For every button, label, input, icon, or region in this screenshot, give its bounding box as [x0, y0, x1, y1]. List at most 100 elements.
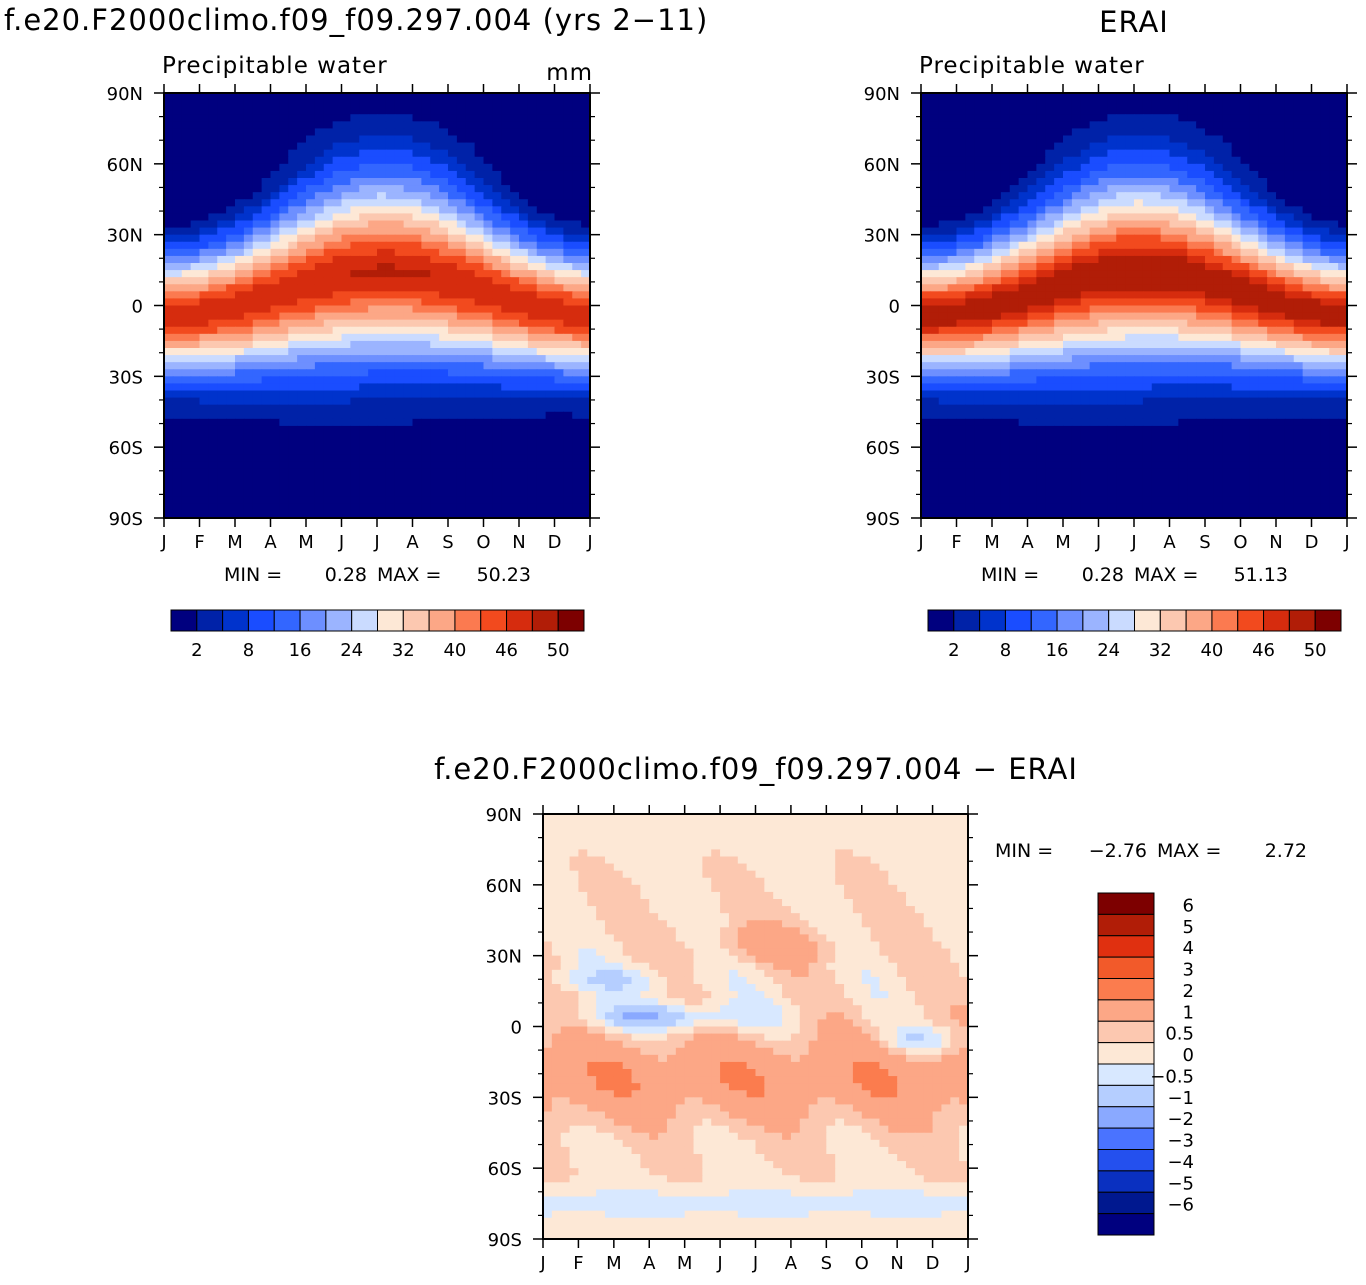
field-cell	[439, 305, 449, 314]
field-cell	[412, 390, 422, 399]
field-cell	[554, 340, 564, 349]
field-cell	[1151, 135, 1162, 144]
field-cell	[1160, 284, 1171, 292]
field-cell	[974, 319, 984, 328]
field-cell	[217, 241, 227, 250]
field-cell	[412, 163, 422, 172]
field-cell	[1009, 291, 1020, 300]
field-cell	[385, 142, 396, 151]
field-cell	[510, 206, 520, 215]
field-cell	[448, 128, 458, 137]
field-cell	[235, 255, 245, 264]
field-cell	[199, 369, 209, 377]
field-cell	[1240, 369, 1250, 377]
field-cell	[279, 440, 289, 448]
field-cell	[501, 248, 511, 257]
field-cell	[217, 482, 227, 491]
field-cell	[545, 340, 556, 349]
field-cell	[359, 475, 369, 484]
field-cell	[1116, 185, 1126, 193]
field-cell	[492, 383, 502, 392]
field-cell	[545, 475, 556, 484]
field-cell	[1151, 128, 1162, 137]
field-cell	[323, 305, 334, 314]
field-cell	[217, 510, 227, 519]
field-cell	[465, 156, 476, 165]
field-cell	[1205, 312, 1215, 321]
field-cell	[1213, 248, 1224, 257]
field-cell	[270, 234, 280, 243]
field-cell	[581, 255, 591, 264]
field-cell	[243, 170, 254, 179]
field-cell	[208, 312, 218, 321]
field-cell	[965, 355, 975, 363]
field-cell	[323, 510, 334, 519]
field-cell	[226, 121, 236, 130]
field-cell	[501, 277, 511, 285]
field-cell	[1205, 263, 1215, 271]
field-cell	[332, 199, 343, 207]
field-cell	[465, 227, 476, 236]
field-cell	[1151, 234, 1162, 243]
field-cell	[510, 496, 520, 505]
field-cell	[572, 440, 582, 448]
field-cell	[1205, 93, 1215, 101]
field-cell	[403, 411, 414, 420]
field-cell	[1205, 213, 1215, 222]
field-cell	[1276, 185, 1286, 193]
field-cell	[1063, 362, 1073, 370]
field-cell	[456, 475, 467, 484]
colorbar-label: 8	[243, 640, 254, 661]
field-cell	[350, 376, 360, 385]
colorbar-box	[247, 609, 275, 632]
field-cell	[474, 369, 485, 377]
field-cell	[921, 128, 931, 137]
field-cell	[217, 333, 227, 342]
field-cell	[1027, 234, 1037, 243]
field-cell	[974, 241, 984, 250]
field-cell	[1276, 355, 1286, 363]
field-cell	[554, 510, 564, 519]
field-cell	[1267, 312, 1277, 321]
field-cell	[1089, 227, 1100, 236]
field-cell	[929, 156, 940, 165]
field-cell	[217, 135, 227, 144]
field-cell	[288, 263, 298, 271]
field-cell	[190, 213, 201, 222]
field-cell	[527, 156, 538, 165]
field-cell	[1178, 149, 1188, 158]
field-cell	[929, 305, 940, 314]
field-cell	[501, 383, 511, 392]
field-cell	[1311, 284, 1321, 292]
field-cell	[929, 163, 940, 172]
field-cell	[1071, 319, 1082, 328]
field-cell	[1178, 319, 1188, 328]
field-cell	[1063, 199, 1073, 207]
field-cell	[581, 263, 591, 271]
field-cell	[306, 220, 316, 229]
field-cell	[545, 107, 556, 115]
field-cell	[483, 425, 493, 434]
field-cell	[536, 298, 547, 307]
field-cell	[1107, 248, 1117, 257]
field-cell	[510, 107, 520, 115]
field-cell	[306, 496, 316, 505]
field-cell	[1009, 170, 1020, 179]
field-cell	[341, 121, 351, 130]
field-cell	[572, 312, 582, 321]
field-cell	[190, 376, 201, 385]
field-cell	[1151, 369, 1162, 377]
field-cell	[483, 135, 493, 144]
field-cell	[554, 241, 564, 250]
field-cell	[519, 433, 529, 441]
field-cell	[199, 376, 209, 385]
field-cell	[1187, 185, 1197, 193]
field-cell	[252, 355, 263, 363]
field-cell	[1000, 128, 1011, 137]
field-cell	[421, 404, 431, 413]
field-cell	[448, 383, 458, 392]
field-cell	[1222, 326, 1233, 335]
field-cell	[563, 376, 573, 385]
field-cell	[510, 156, 520, 165]
field-cell	[412, 100, 422, 108]
